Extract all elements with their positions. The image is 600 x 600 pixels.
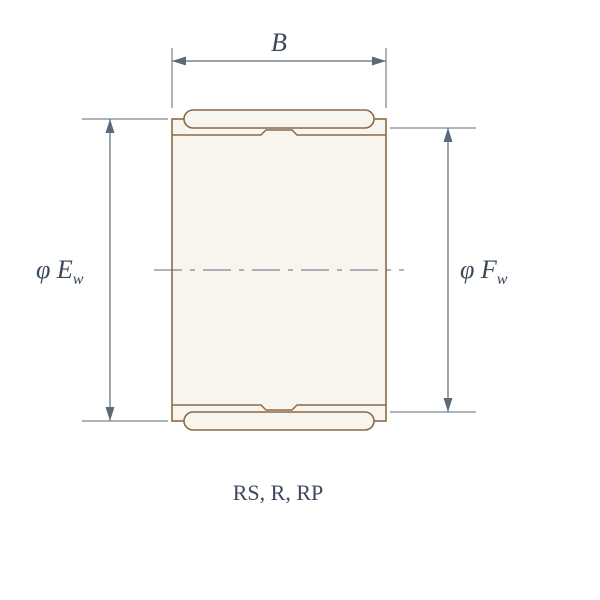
- dim-b-label: B: [271, 28, 287, 57]
- bearing-diagram: Bφ Ew φ Fw RS, R, RP: [0, 0, 600, 600]
- dim-fw-label: φ Fw: [460, 255, 508, 288]
- dim-ew-label: φ Ew: [36, 255, 84, 288]
- roller-top: [184, 110, 374, 128]
- caption: RS, R, RP: [233, 480, 324, 505]
- roller-bottom: [184, 412, 374, 430]
- drawing: Bφ Ew φ Fw RS, R, RP: [36, 28, 508, 505]
